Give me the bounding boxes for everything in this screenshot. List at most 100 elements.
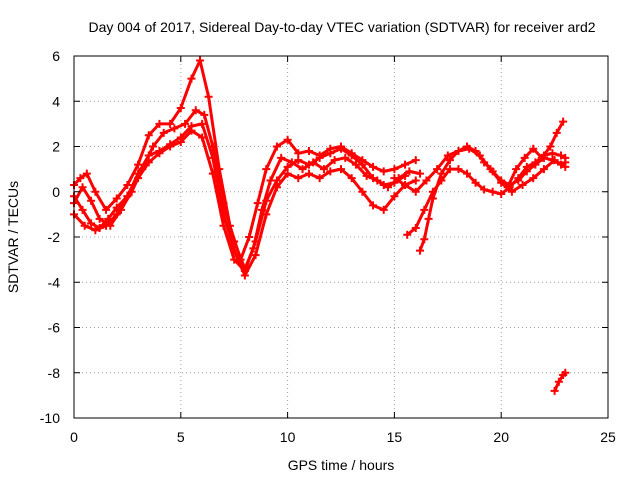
data-point: [531, 160, 540, 169]
data-point: [144, 151, 153, 160]
data-point: [428, 194, 437, 203]
data-point: [497, 190, 506, 199]
data-point: [475, 151, 484, 160]
y-tick-label: 4: [52, 93, 60, 109]
data-point: [503, 183, 512, 192]
series-line: [506, 120, 565, 189]
data-point: [379, 180, 388, 189]
data-point: [112, 194, 121, 203]
y-tick-label: -4: [48, 274, 61, 290]
data-point: [433, 165, 442, 174]
series-track-i: [550, 368, 570, 395]
data-point: [155, 149, 164, 158]
data-point: [554, 377, 563, 386]
data-point: [170, 124, 179, 133]
series-line: [72, 129, 407, 273]
data-point: [319, 165, 328, 174]
data-point: [144, 158, 153, 167]
data-point: [253, 199, 262, 208]
x-tick-label: 25: [600, 429, 616, 445]
data-point: [465, 144, 474, 153]
data-point: [91, 226, 100, 235]
data-point: [251, 237, 260, 246]
data-point: [411, 223, 420, 232]
x-tick-label: 0: [70, 429, 78, 445]
data-point: [95, 223, 104, 232]
data-point: [537, 153, 546, 162]
y-tick-label: -2: [48, 229, 61, 245]
data-point: [251, 251, 260, 260]
data-point: [283, 135, 292, 144]
data-point: [424, 214, 433, 223]
data-point: [198, 119, 207, 128]
data-point: [369, 201, 378, 210]
data-point: [507, 187, 516, 196]
data-point: [454, 165, 463, 174]
data-point: [330, 156, 339, 165]
data-point: [480, 185, 489, 194]
data-point: [401, 180, 410, 189]
data-point: [272, 142, 281, 151]
series-track-d: [70, 126, 410, 275]
data-point: [445, 156, 454, 165]
data-point: [187, 74, 196, 83]
data-point: [422, 176, 431, 185]
data-point: [401, 171, 410, 180]
data-point: [403, 230, 412, 239]
data-point: [411, 176, 420, 185]
data-point: [176, 104, 185, 113]
data-point: [557, 151, 566, 160]
data-point: [546, 142, 555, 151]
data-point: [294, 149, 303, 158]
data-point: [149, 142, 158, 151]
data-point: [416, 169, 425, 178]
data-point: [552, 128, 561, 137]
data-point: [358, 160, 367, 169]
data-point: [87, 196, 96, 205]
x-tick-label: 5: [177, 429, 185, 445]
data-point: [87, 219, 96, 228]
data-point: [337, 165, 345, 174]
data-point: [200, 110, 209, 119]
data-point: [112, 210, 121, 219]
data-point: [390, 174, 399, 183]
data-point: [181, 119, 190, 128]
data-point: [561, 368, 570, 377]
data-point: [155, 119, 164, 128]
data-point: [304, 160, 313, 169]
data-point: [80, 221, 89, 230]
data-point: [112, 203, 121, 212]
data-point: [405, 167, 414, 176]
y-tick-label: -8: [48, 365, 61, 381]
data-point: [416, 246, 425, 255]
data-point: [208, 169, 217, 178]
data-point: [550, 156, 559, 165]
y-tick-label: 0: [52, 184, 60, 200]
data-point: [294, 156, 303, 165]
data-point: [411, 156, 420, 165]
axis-ticks: 0 5 10 15 20 25 -10 -8 -6 -4 -2 0 2 4 6: [40, 48, 616, 445]
data-point: [369, 174, 378, 183]
data-point: [78, 183, 87, 192]
data-point: [463, 169, 472, 178]
series-track-a: [70, 56, 420, 264]
data-point: [283, 162, 292, 171]
data-point: [437, 169, 446, 178]
data-point: [347, 151, 356, 160]
data-point: [91, 187, 100, 196]
data-point: [522, 167, 531, 176]
data-point: [240, 266, 249, 275]
series-line: [553, 371, 567, 393]
data-point: [294, 174, 303, 183]
data-point: [379, 205, 388, 214]
data-point: [420, 205, 429, 214]
data-point: [277, 153, 286, 162]
data-point: [488, 187, 497, 196]
data-point: [443, 151, 452, 160]
x-axis-label: GPS time / hours: [288, 457, 395, 473]
data-point: [76, 174, 85, 183]
y-tick-label: 6: [52, 48, 60, 64]
data-point: [401, 160, 410, 169]
data-point: [347, 174, 356, 183]
data-point: [529, 174, 538, 183]
